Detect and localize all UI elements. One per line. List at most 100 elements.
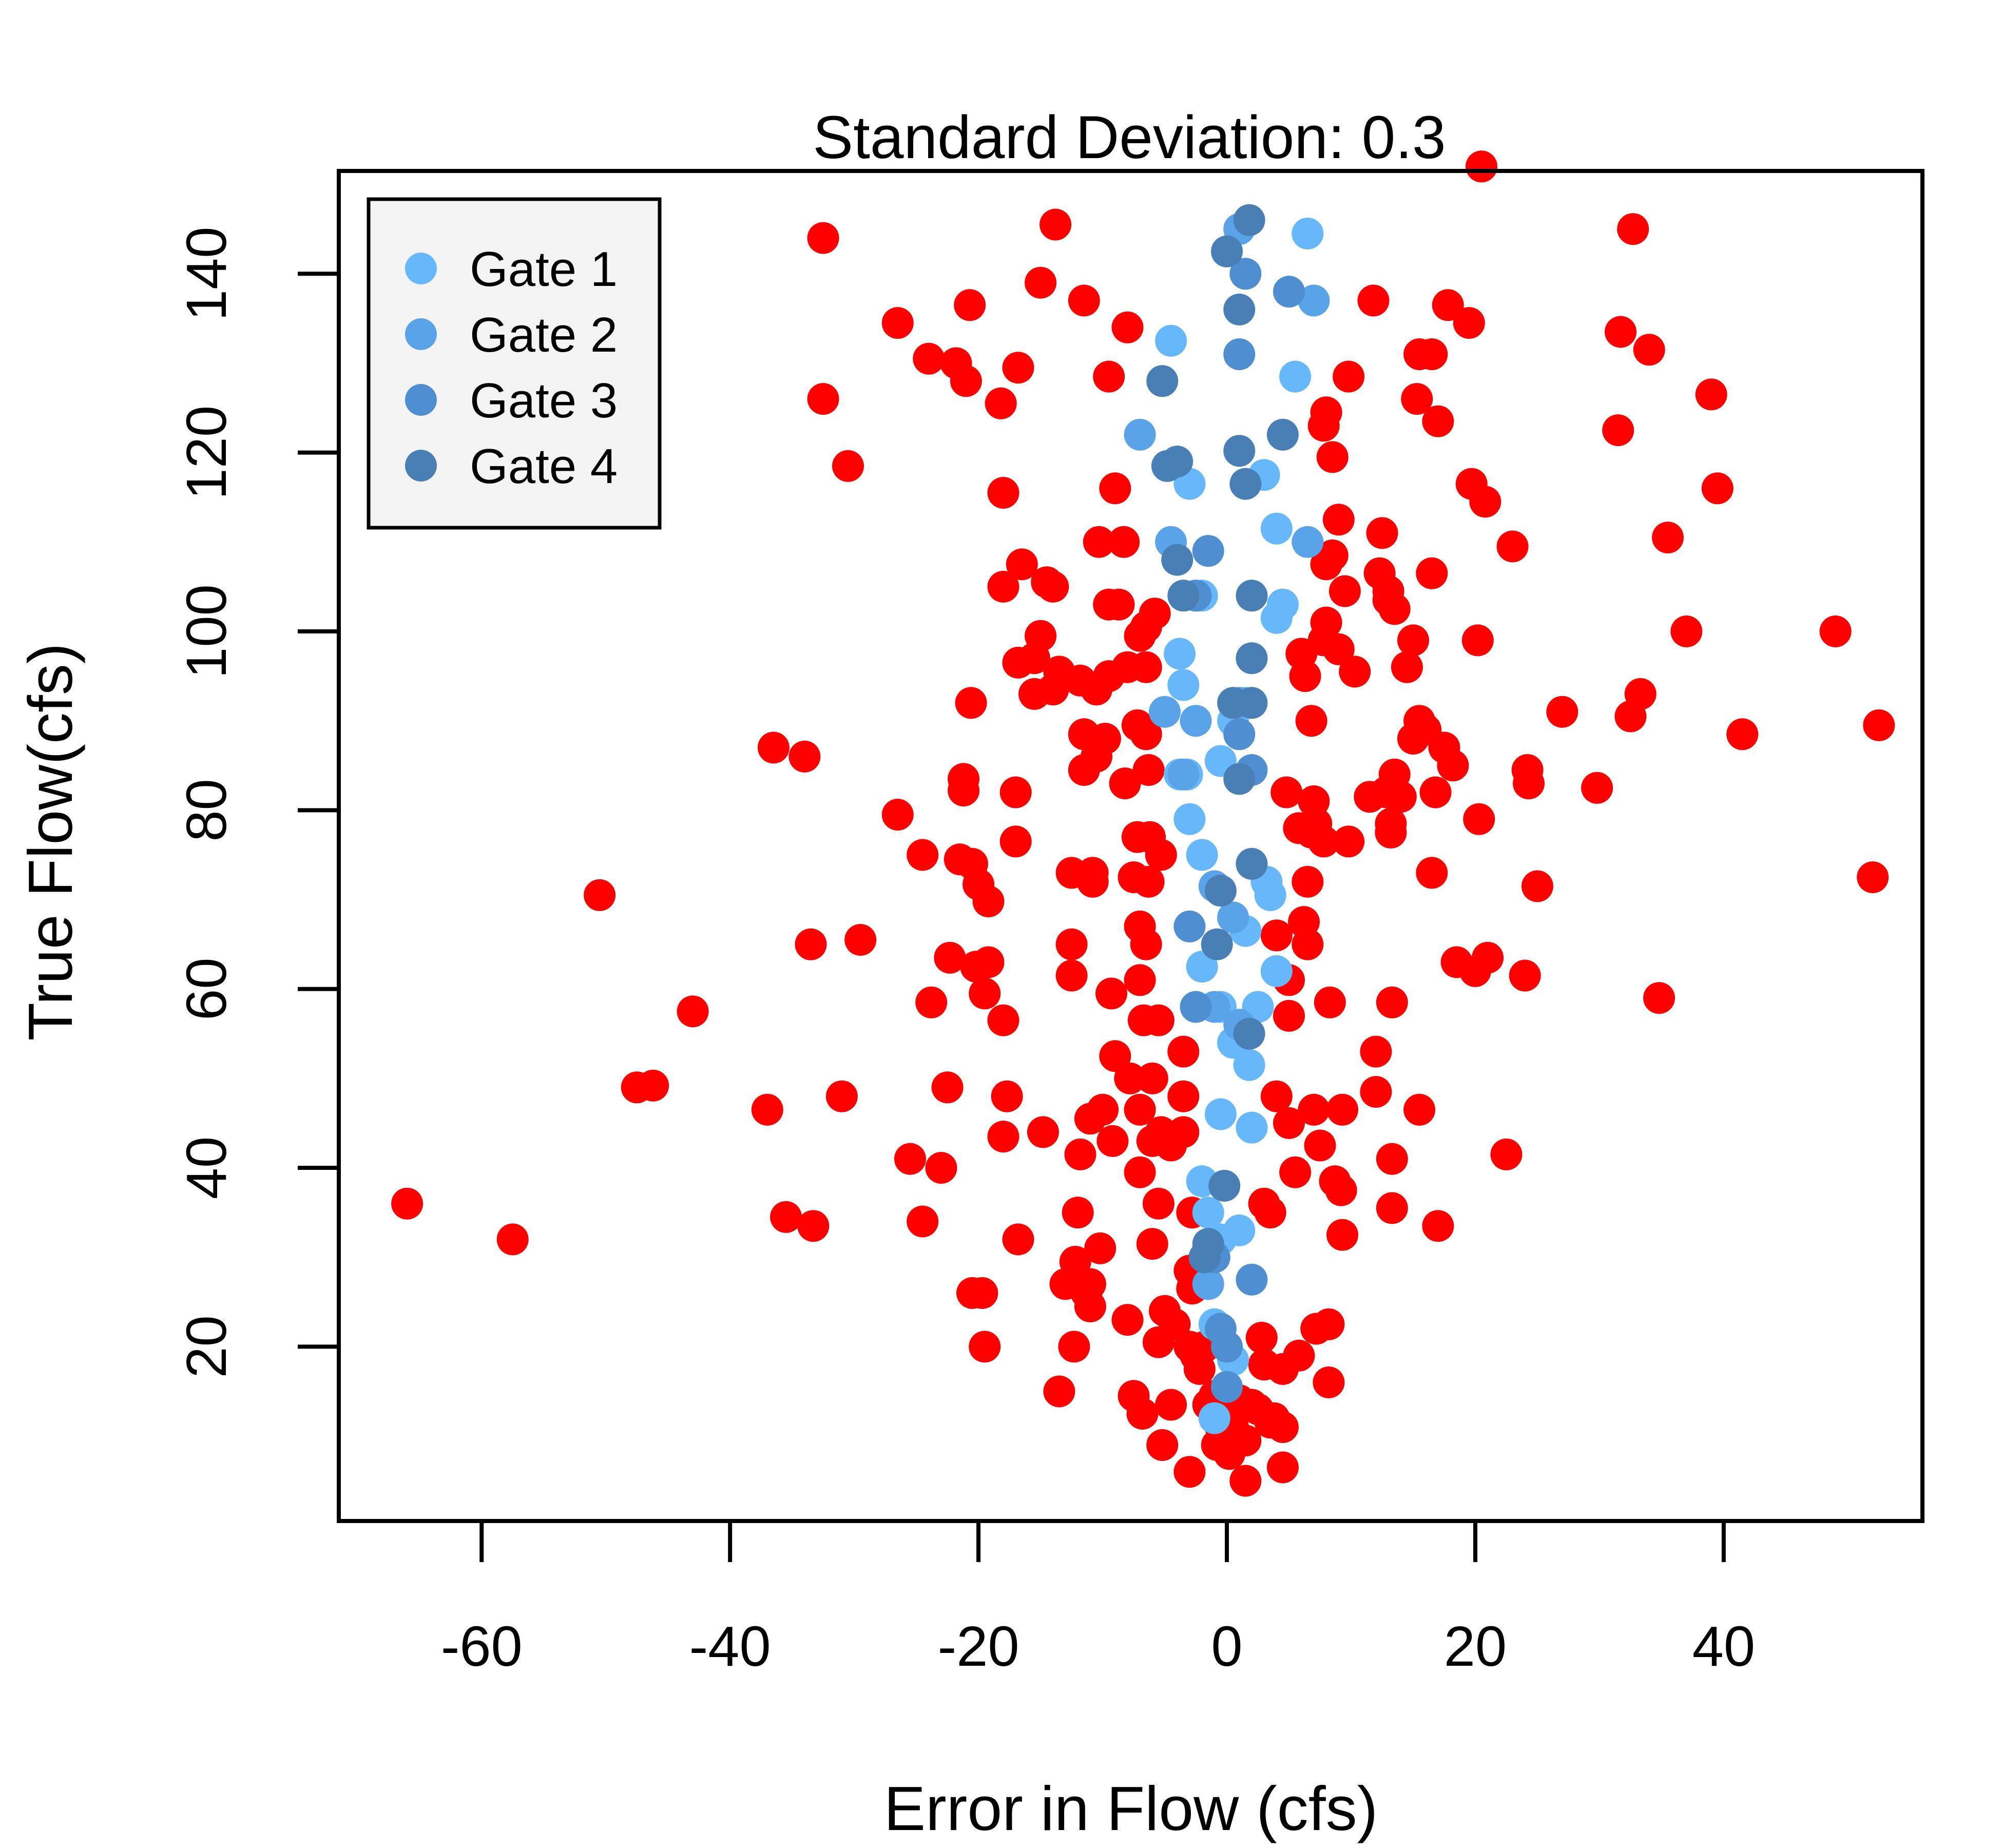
points-layer	[391, 150, 1895, 1497]
error-point	[1490, 1138, 1523, 1170]
error-point	[1108, 526, 1140, 558]
error-point	[825, 1080, 858, 1112]
error-point	[1863, 709, 1895, 741]
error-point	[966, 1277, 998, 1309]
error-point	[1025, 266, 1057, 299]
error-point	[1633, 334, 1665, 366]
y-tick-label: 120	[175, 406, 238, 500]
gate-3-point	[1173, 910, 1206, 942]
error-point	[1726, 718, 1759, 750]
error-point	[1136, 1062, 1168, 1094]
gate-2-point	[1149, 696, 1181, 728]
error-point	[1027, 1116, 1059, 1148]
error-point	[1136, 1228, 1168, 1260]
error-point	[1325, 1174, 1357, 1206]
gate-4-point	[1223, 763, 1256, 795]
gate-4-point	[1188, 1241, 1221, 1274]
gate-4-point	[1233, 1017, 1265, 1050]
gate-2-point	[1124, 418, 1156, 451]
error-point	[1292, 928, 1324, 960]
error-point	[1422, 405, 1454, 437]
x-tick-label: 0	[1211, 1615, 1242, 1678]
error-point	[1002, 352, 1034, 384]
error-point	[1314, 986, 1346, 1018]
error-point	[1130, 651, 1162, 683]
error-point	[1111, 1304, 1144, 1336]
gate-4-point	[1236, 642, 1268, 675]
gate-4-point	[1161, 544, 1194, 576]
error-point	[637, 1069, 669, 1102]
y-tick-label: 60	[175, 957, 238, 1020]
error-point	[496, 1223, 529, 1256]
gate-1-point	[1186, 951, 1218, 983]
legend-label: Gate 3	[470, 373, 618, 428]
error-point	[1229, 1465, 1262, 1497]
error-point	[1307, 825, 1340, 858]
error-point	[1109, 767, 1141, 800]
legend-label: Gate 4	[470, 439, 618, 494]
error-point	[913, 342, 945, 375]
error-point	[1453, 307, 1485, 339]
gate-4-point	[1236, 687, 1268, 719]
error-point	[1298, 1093, 1330, 1126]
error-point	[1313, 1308, 1345, 1340]
error-point	[934, 941, 966, 974]
y-tick-label: 80	[175, 779, 238, 841]
error-point	[1670, 615, 1703, 647]
gate-2-point	[1217, 901, 1249, 934]
error-point	[1496, 530, 1529, 563]
gate-4-point	[1204, 875, 1237, 907]
error-point	[1466, 150, 1497, 183]
error-point	[1124, 964, 1156, 996]
error-point	[1037, 570, 1069, 603]
error-point	[894, 1143, 926, 1175]
error-point	[1254, 1197, 1286, 1229]
error-point	[1155, 1389, 1187, 1421]
gate-3-point	[1273, 276, 1305, 308]
gate-1-point	[1254, 879, 1286, 911]
error-point	[1167, 1080, 1200, 1112]
error-point	[1857, 861, 1889, 893]
gate-1-point	[1198, 1402, 1230, 1434]
gate-1-point	[1164, 638, 1196, 670]
error-point	[1111, 311, 1144, 343]
error-point	[1326, 1219, 1358, 1251]
error-point	[1130, 718, 1162, 750]
error-point	[1546, 696, 1578, 728]
gate-4-point	[1229, 468, 1262, 500]
error-point	[987, 1004, 1019, 1036]
error-point	[1059, 1245, 1091, 1278]
error-point	[1167, 1116, 1200, 1148]
x-tick-label: -60	[441, 1615, 523, 1678]
error-point	[1329, 575, 1361, 607]
error-point	[907, 1205, 939, 1238]
error-point	[1062, 1197, 1094, 1229]
error-point	[1076, 865, 1109, 898]
error-point	[1006, 548, 1038, 581]
error-point	[1403, 1093, 1436, 1126]
x-axis: -60 -40 -20 0 20 40	[441, 1521, 1755, 1678]
error-point	[1173, 1456, 1206, 1488]
error-point	[1469, 486, 1502, 518]
error-point	[1310, 606, 1342, 639]
gate-3-point	[1229, 258, 1262, 290]
gate-3-point	[1211, 1371, 1243, 1403]
x-tick-label: 20	[1444, 1615, 1507, 1678]
error-point	[1416, 857, 1448, 889]
error-point	[1292, 865, 1324, 898]
gate-4-point	[1211, 235, 1243, 267]
error-point	[907, 839, 939, 871]
error-point	[1132, 754, 1165, 786]
error-point	[1509, 959, 1541, 992]
error-point	[1416, 557, 1448, 589]
error-point	[972, 886, 1005, 917]
error-point	[391, 1187, 424, 1220]
gate-4-point	[1236, 848, 1268, 880]
error-point	[1376, 986, 1408, 1018]
error-point	[1333, 825, 1365, 858]
error-point	[1055, 928, 1088, 960]
error-point	[1068, 284, 1100, 317]
error-point	[844, 923, 877, 956]
gate-1-point	[1236, 1111, 1268, 1144]
